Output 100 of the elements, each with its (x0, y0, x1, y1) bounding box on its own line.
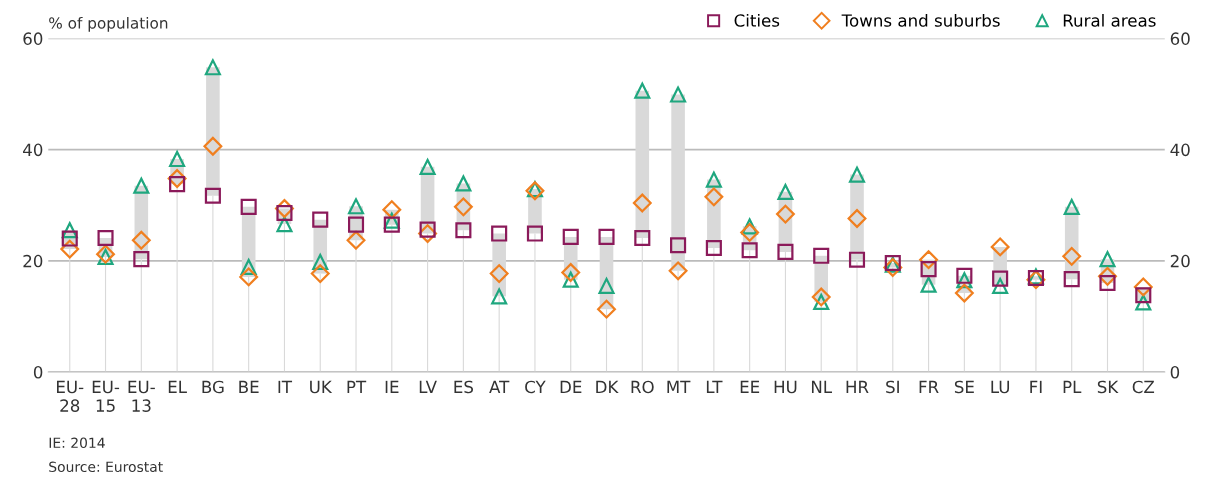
point (598, 228, 615, 245)
x-tick-label: BG (202, 380, 224, 394)
point (811, 287, 831, 307)
point (741, 242, 758, 259)
point (455, 222, 472, 239)
point (489, 264, 509, 284)
point (848, 166, 866, 183)
point (562, 228, 579, 245)
point (1098, 266, 1117, 286)
point (133, 251, 150, 268)
x-tick-label: FR (919, 380, 939, 393)
point (598, 277, 615, 294)
x-tick-label: BE (239, 380, 259, 393)
point (705, 171, 722, 188)
point (956, 272, 973, 289)
x-tick-label: HR (846, 380, 869, 393)
point (312, 253, 329, 270)
point (1063, 198, 1080, 215)
point (347, 198, 365, 215)
x-tick-label: CZ (1132, 380, 1155, 394)
y-tick-label: 40 (23, 143, 43, 157)
y2-tick-label: 40 (1170, 143, 1190, 157)
point (526, 225, 543, 242)
point (668, 261, 688, 281)
point (1099, 274, 1116, 292)
x-tick-label: PL (1063, 380, 1082, 393)
point (920, 276, 937, 293)
point (347, 216, 365, 233)
point (741, 218, 758, 235)
legend-label: Cities (734, 13, 780, 27)
x-tick-label: AT (489, 380, 510, 393)
point (240, 258, 257, 275)
x-tick-label: HU (774, 380, 797, 394)
point (203, 136, 223, 156)
point (169, 176, 186, 193)
x-tick-label: DE (560, 380, 582, 393)
point (1099, 251, 1116, 268)
point (883, 258, 903, 277)
point (634, 229, 651, 247)
legend-label: Rural areas (1063, 13, 1156, 27)
point (920, 261, 937, 278)
source-note: Source: Eurostat (49, 461, 163, 473)
x-tick-label: IE (385, 380, 399, 393)
x-tick-label: SK (1097, 380, 1119, 394)
point (562, 271, 579, 288)
point (240, 198, 257, 215)
y2-tick-label: 0 (1170, 365, 1180, 379)
text: IE: 2014 (49, 437, 105, 449)
x-tick-label: DK (596, 380, 619, 393)
point (491, 288, 508, 305)
point (634, 82, 651, 99)
point (60, 239, 80, 259)
point (777, 183, 794, 200)
point (346, 230, 366, 250)
point (204, 59, 221, 76)
point (455, 175, 472, 192)
point (310, 264, 330, 284)
point (992, 277, 1009, 294)
point (1133, 277, 1153, 297)
x-tick-label: NL (811, 380, 833, 393)
x-tick-label: RO (631, 380, 654, 394)
x-tick-label: SI (886, 380, 899, 394)
point (419, 158, 436, 175)
point (418, 224, 438, 244)
point (919, 250, 939, 270)
x-tick-label: LT (706, 380, 723, 393)
x-tick-label: EU-15 (92, 380, 120, 412)
x-tick-label: FI (1030, 380, 1042, 393)
point (419, 221, 436, 238)
point (276, 204, 293, 222)
x-tick-label: UK (310, 380, 333, 394)
y-tick-label: 60 (23, 32, 43, 45)
y2-tick-label: 20 (1170, 254, 1190, 268)
point (275, 199, 294, 218)
point (204, 187, 221, 204)
point (954, 283, 974, 303)
point (312, 211, 329, 228)
point (847, 209, 867, 228)
point (705, 239, 722, 257)
y-axis-title: % of population (49, 16, 168, 32)
x-tick-label: PT (347, 380, 367, 393)
x-tick-label: ES (454, 380, 474, 394)
point (813, 247, 830, 264)
point (1062, 246, 1082, 266)
y-tick-label: 0 (33, 365, 43, 379)
point (453, 197, 473, 217)
x-tick-label: IT (278, 380, 293, 393)
point (131, 230, 151, 250)
point (383, 216, 400, 233)
point (383, 212, 400, 229)
point (670, 86, 687, 103)
point (956, 267, 973, 284)
point (670, 237, 687, 254)
point (1063, 271, 1080, 288)
point (167, 169, 187, 188)
point (1135, 294, 1152, 311)
x-tick-label: EL (168, 380, 187, 393)
point (813, 293, 830, 310)
x-tick-label: EU-28 (57, 380, 84, 412)
point (597, 299, 616, 319)
